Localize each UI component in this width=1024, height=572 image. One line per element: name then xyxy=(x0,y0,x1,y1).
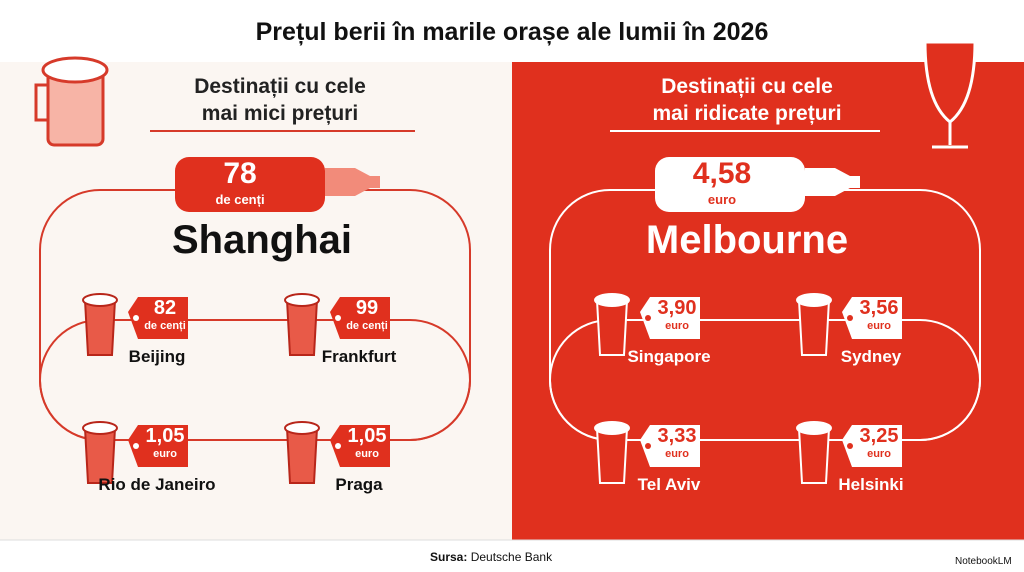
featured-value: 78 xyxy=(223,157,257,190)
loop xyxy=(549,319,981,441)
city-name: Beijing xyxy=(128,347,186,366)
city-name: Helsinki xyxy=(838,475,904,494)
glass-tag xyxy=(796,293,902,356)
price-unit: euro xyxy=(665,320,689,332)
price-value: 3,25 xyxy=(859,425,899,447)
city-name: Tel Aviv xyxy=(637,475,701,494)
bottle xyxy=(655,157,860,212)
bottle xyxy=(175,157,380,212)
city-name: Sydney xyxy=(840,347,902,366)
glass-tag xyxy=(594,421,700,484)
price-value: 3,90 xyxy=(657,297,697,319)
glass-tag xyxy=(796,421,902,484)
price-unit: euro xyxy=(665,448,689,460)
panel-heading: Destinații cu cele xyxy=(194,75,366,98)
price-value: 3,56 xyxy=(859,297,899,319)
price-unit: euro xyxy=(153,448,177,460)
price-value: 1,05 xyxy=(145,425,185,447)
price-value: 82 xyxy=(153,297,177,319)
featured-unit: de cenți xyxy=(215,192,265,207)
loop xyxy=(39,319,471,441)
glass-tag xyxy=(284,421,390,484)
source: Sursa: Deutsche Bank xyxy=(430,550,552,564)
right-panel xyxy=(512,62,1024,540)
featured-value: 4,58 xyxy=(692,157,752,190)
price-value: 99 xyxy=(355,297,379,319)
city-name: Praga xyxy=(335,475,383,494)
source-name: Deutsche Bank xyxy=(470,550,553,564)
panel-heading: Destinații cu cele xyxy=(661,75,833,98)
price-unit: euro xyxy=(867,320,891,332)
glass-tag xyxy=(82,421,188,484)
price-value: 1,05 xyxy=(347,425,387,447)
panel-heading: mai mici prețuri xyxy=(201,102,359,125)
price-unit: euro xyxy=(355,448,379,460)
price-value: 3,33 xyxy=(657,425,697,447)
title: Prețul berii în marile orașe ale lumii î… xyxy=(255,18,769,46)
city-name: Rio de Janeiro xyxy=(98,475,216,494)
featured-city: Shanghai xyxy=(171,218,353,262)
mug-icon xyxy=(34,56,109,147)
source-label: Sursa: xyxy=(430,550,468,564)
city-name: Singapore xyxy=(627,347,711,366)
glass-tag xyxy=(594,293,700,356)
glass-icon xyxy=(923,40,977,149)
glass-tag xyxy=(82,293,188,356)
price-unit: euro xyxy=(867,448,891,460)
featured-city: Melbourne xyxy=(645,218,849,262)
featured-unit: euro xyxy=(707,192,737,207)
price-unit: de cenți xyxy=(346,320,388,332)
city-name: Frankfurt xyxy=(321,347,397,366)
brand: NotebookLM xyxy=(955,556,1012,567)
glass-tag xyxy=(284,293,390,356)
price-unit: de cenți xyxy=(144,320,186,332)
panel-heading: mai ridicate prețuri xyxy=(652,102,842,125)
